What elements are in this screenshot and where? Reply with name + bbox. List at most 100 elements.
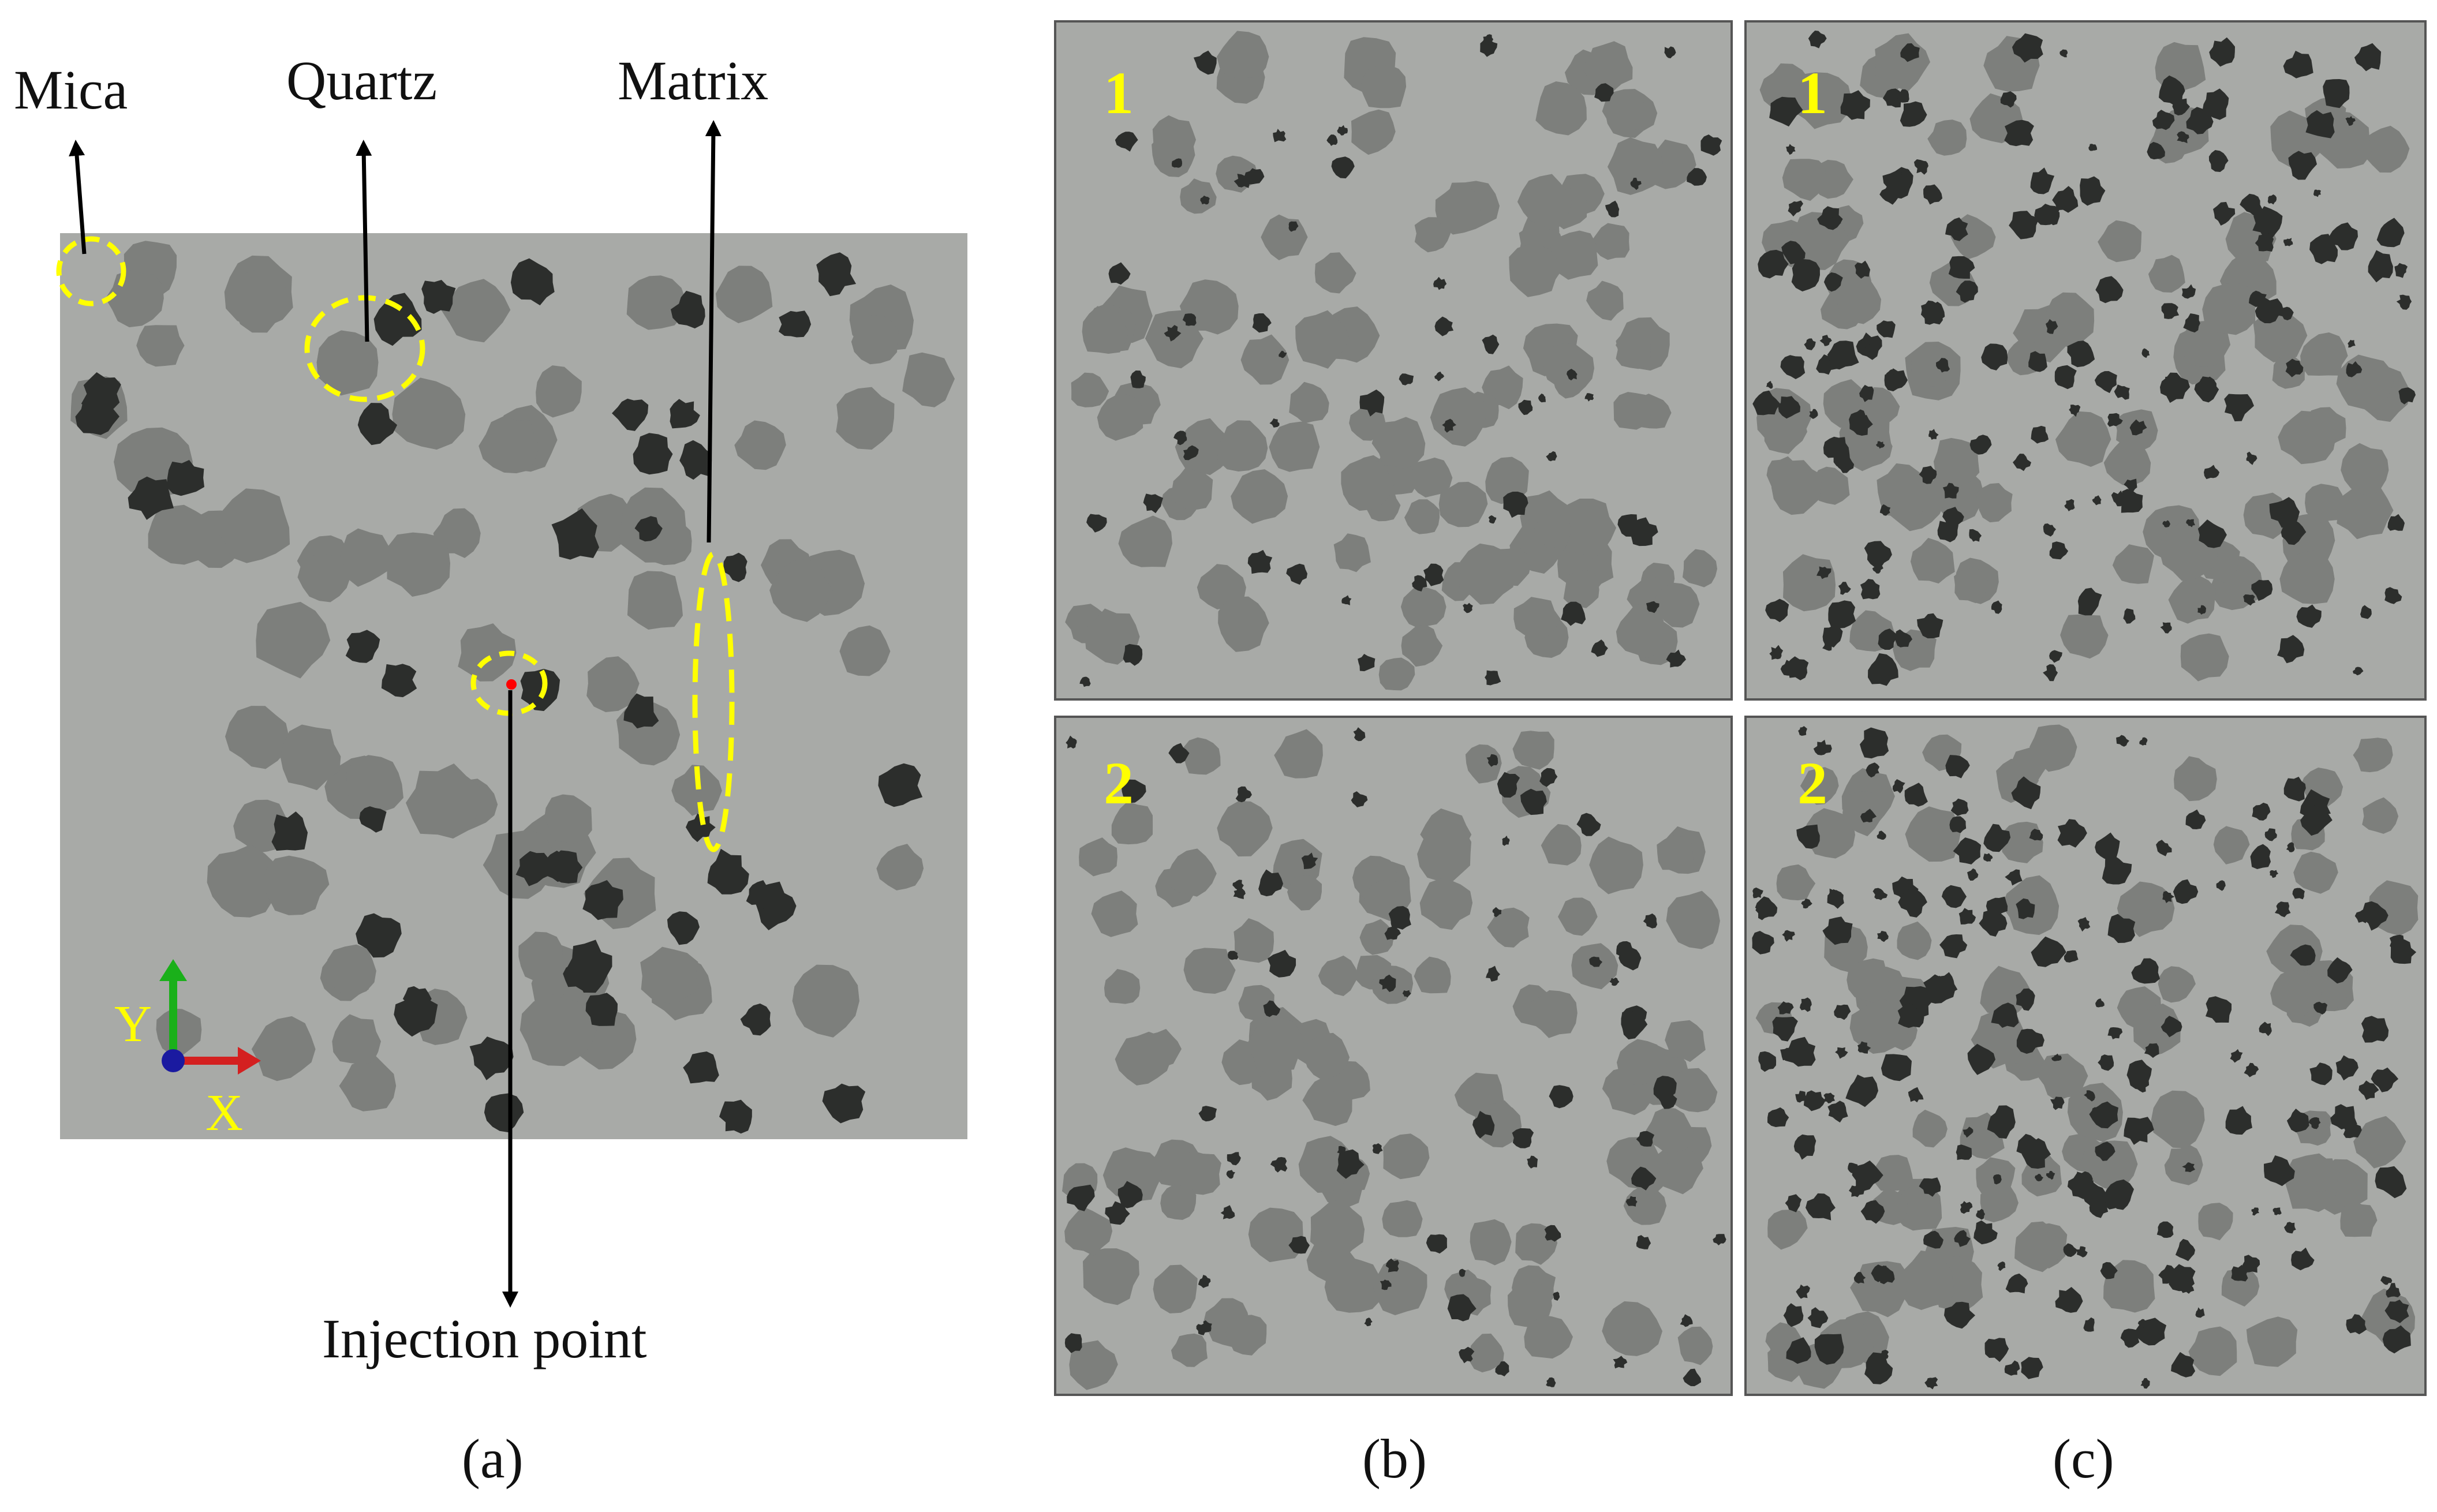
quartz-grain (148, 504, 209, 565)
mica-grain (2288, 151, 2317, 180)
mica-grain (2016, 898, 2035, 919)
quartz-grain (1980, 1182, 2019, 1222)
mica-grain (1942, 507, 1964, 527)
mica-grain (1752, 931, 1774, 955)
mica-grain (1923, 1230, 1943, 1249)
quartz-grain (387, 532, 450, 597)
mica-grain (2197, 519, 2227, 548)
mica-fragment (1908, 1087, 1924, 1103)
quartz-grain (1910, 538, 1955, 584)
mica-grain (1503, 491, 1528, 518)
mica-grain (1860, 579, 1881, 600)
mica-fragment (1769, 645, 1784, 660)
mica-grain (2296, 604, 2322, 628)
matrix-label: Matrix (618, 50, 769, 111)
mica-fragment (2029, 829, 2043, 841)
mica-grain (1796, 824, 1820, 849)
mica-grain (1832, 449, 1853, 469)
quartz-grain (1791, 72, 1852, 129)
quartz-grain (1289, 381, 1329, 424)
quartz-grain (1171, 1333, 1208, 1367)
mica-grain (2300, 803, 2333, 836)
mica-grain (2011, 776, 2041, 810)
mica-grain (816, 252, 857, 297)
mica-fragment (1434, 371, 1445, 381)
mica-grain (1958, 908, 1976, 925)
quartz-grain (1153, 1264, 1198, 1313)
mica-fragment (1853, 1272, 1866, 1284)
mica-grain (1864, 541, 1892, 568)
quartz-grain (1414, 956, 1451, 994)
quartz-grain (1682, 549, 1717, 587)
quartz-grain (2098, 220, 2142, 263)
mica-fragment (1857, 1041, 1871, 1054)
mica-fragment (2197, 605, 2206, 615)
mica-fragment (2160, 622, 2172, 634)
mica-grain (1286, 563, 1307, 585)
mica-grain (2172, 98, 2190, 115)
mica-fragment (1546, 451, 1557, 462)
quartz-grain (544, 794, 592, 844)
mica-fragment (2141, 348, 2150, 358)
quartz-grain (1613, 392, 1652, 430)
mica-fragment (1895, 89, 1909, 103)
mica-fragment (1752, 887, 1763, 899)
quartz-grain (1677, 1326, 1713, 1365)
mica-grain (2095, 832, 2120, 859)
mica-grain (1198, 1106, 1217, 1122)
mica-fragment (1713, 1234, 1726, 1245)
quartz-grain (1602, 89, 1645, 130)
caption-c: (c) (2053, 1428, 2114, 1489)
mica-grain (1822, 916, 1853, 945)
mica-fragment (1171, 158, 1182, 168)
mica-grain (1769, 96, 1803, 127)
quartz-grain (1269, 421, 1320, 472)
mica-grain (1687, 168, 1707, 186)
mica-fragment (2043, 664, 2058, 682)
quartz-grain (2221, 1266, 2260, 1307)
mica-grain (2281, 519, 2307, 545)
mica-fragment (1819, 335, 1832, 346)
mica-grain (1658, 1091, 1677, 1109)
mica-fragment (1399, 373, 1414, 386)
mica-fragment (1872, 888, 1888, 900)
mica-fragment (1838, 582, 1851, 595)
quartz-grain (1180, 178, 1217, 214)
mica-fragment (2380, 1276, 2393, 1285)
mica-fragment (1463, 602, 1473, 613)
quartz-grain (1351, 109, 1396, 155)
quartz-grain (1414, 217, 1451, 253)
quartz-grain (339, 528, 394, 587)
mica-grain (707, 848, 749, 895)
mica-fragment (2259, 1021, 2272, 1036)
mica-grain (1086, 514, 1107, 533)
quartz-grain (1470, 1219, 1512, 1266)
mica-grain (1807, 1307, 1829, 1328)
mica-grain (2009, 211, 2040, 239)
mica-grain (271, 811, 308, 851)
mica-grain (166, 460, 204, 496)
mica-grain (1549, 1085, 1573, 1109)
mica-grain (1067, 1184, 1095, 1211)
panel-b1-grains (1065, 31, 1722, 691)
mica-fragment (2204, 465, 2220, 480)
mica-fragment (1782, 930, 1795, 942)
mica-grain (1983, 824, 2011, 852)
mica-fragment (2353, 667, 2364, 676)
mica-grain (2067, 340, 2095, 368)
mica-grain (623, 693, 659, 729)
mica-fragment (1664, 46, 1676, 59)
mica-grain (2000, 91, 2017, 108)
quartz-grain (1225, 1315, 1267, 1356)
mica-grain (359, 806, 387, 833)
mica-grain (1791, 259, 1820, 291)
mica-grain (1860, 1200, 1885, 1224)
mica-grain (1115, 132, 1138, 152)
quartz-grain (2043, 292, 2095, 350)
mica-grain (1755, 896, 1778, 918)
matrix-highlight-ellipse (692, 551, 735, 852)
quartz-grain (2303, 1156, 2338, 1192)
mica-fragment (2286, 842, 2295, 852)
quartz-grain (1373, 1258, 1427, 1315)
quartz-grain (1071, 372, 1109, 407)
